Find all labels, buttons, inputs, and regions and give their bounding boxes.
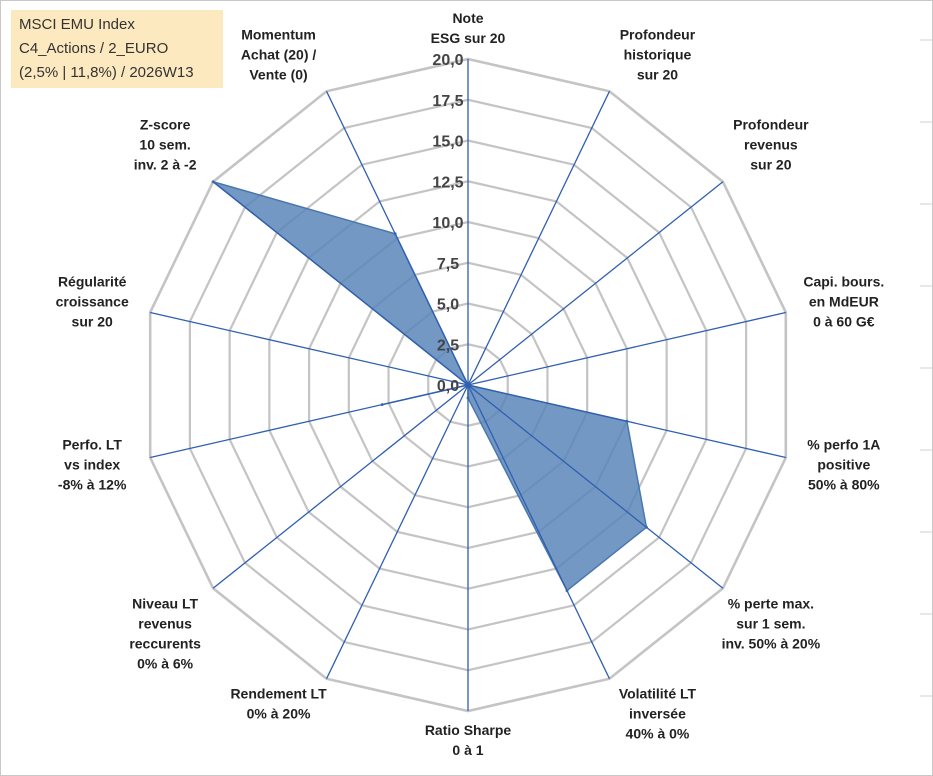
series-area (212, 181, 648, 592)
axis-spoke (325, 384, 469, 679)
axis-spoke (467, 91, 611, 386)
tick-label: 12,5 (432, 174, 463, 191)
axis-label-line: 0 à 60 G€ (813, 313, 875, 329)
axis-label-line: Achat (20) / (241, 46, 317, 62)
axis-label-line: -8% à 12% (58, 477, 127, 493)
axis-label: Perfo. LT vs index -8% à 12% (58, 437, 127, 493)
radar-tick-labels: 0,0 2,5 5,0 7,5 10,0 12,5 15,0 17,5 20,0 (432, 52, 463, 395)
axis-spoke (212, 181, 469, 386)
info-line-index: MSCI EMU Index (19, 16, 135, 33)
tick-label: 10,0 (432, 215, 463, 232)
radar-axis-labels: Note ESG sur 20 Profondeur historique sur 20… (56, 10, 885, 758)
axis-label-line: revenus (744, 137, 798, 153)
axis-label: Profondeur revenus sur 20 (733, 117, 809, 173)
axis-label-line: Note (452, 10, 483, 26)
axis-label-line: croissance (56, 293, 129, 309)
axis-label-line: Ratio Sharpe (425, 722, 512, 738)
axis-label-line: inversée (629, 706, 686, 722)
axis-spoke (467, 181, 724, 386)
axis-label-line: Perfo. LT (62, 437, 122, 453)
axis-spoke (325, 91, 469, 386)
axis-label-line: Momentum (241, 26, 316, 42)
axis-label: Régularité croissance sur 20 (56, 273, 129, 329)
axis-label: Z-score 10 sem. inv. 2 à -2 (134, 117, 197, 173)
axis-label: Niveau LT revenus reccurents 0% à 6% (129, 595, 201, 671)
chart-info-box: MSCI EMU Index C4_Actions / 2_EURO (2,5%… (11, 10, 223, 88)
axis-label-line: sur 1 sem. (736, 615, 805, 631)
axis-label-line: % perfo 1A (807, 437, 880, 453)
axis-label-line: historique (624, 46, 692, 62)
axis-spoke (467, 384, 724, 589)
tick-label: 2,5 (437, 337, 459, 354)
axis-label-line: inv. 50% à 20% (722, 635, 821, 651)
axis-label: Ratio Sharpe 0 à 1 (425, 722, 512, 758)
axis-label: Profondeur historique sur 20 (620, 26, 696, 82)
axis-label-line: revenus (138, 615, 192, 631)
axis-label-line: % perte max. (728, 595, 814, 611)
axis-label-line: 10 sem. (139, 137, 190, 153)
axis-spoke (467, 384, 786, 459)
axis-label: Volatilité LT inversée 40% à 0% (619, 686, 697, 742)
axis-label-line: en MdEUR (809, 293, 879, 309)
tick-label: 5,0 (437, 297, 459, 314)
axis-label: % perte max. sur 1 sem. inv. 50% à 20% (722, 595, 821, 651)
tick-label: 17,5 (432, 93, 463, 110)
axis-label-line: Profondeur (620, 26, 696, 42)
axis-label-line: inv. 2 à -2 (134, 157, 197, 173)
axis-spoke (150, 384, 469, 459)
axis-label: Capi. bours. en MdEUR 0 à 60 G€ (803, 273, 884, 329)
axis-label-line: 0% à 6% (137, 655, 194, 671)
axis-spoke (467, 311, 786, 386)
axis-spoke (467, 384, 611, 679)
axis-spoke (212, 384, 469, 589)
axis-label-line: Profondeur (733, 117, 809, 133)
axis-label-line: 50% à 80% (808, 477, 880, 493)
axis-label-line: ESG sur 20 (431, 30, 506, 46)
axis-label-line: Capi. bours. (803, 273, 884, 289)
axis-label-line: 0% à 20% (247, 706, 311, 722)
axis-spoke (150, 311, 469, 386)
info-line-params: (2,5% | 11,8%) / 2026W13 (19, 64, 194, 81)
axis-label-line: Régularité (58, 273, 127, 289)
radar-spokes (150, 59, 786, 711)
axis-label-line: sur 20 (72, 313, 113, 329)
info-line-category: C4_Actions / 2_EURO (19, 40, 169, 57)
axis-label: Rendement LT 0% à 20% (230, 686, 327, 722)
tick-label: 7,5 (437, 256, 459, 273)
axis-label: % perfo 1A positive 50% à 80% (807, 437, 880, 493)
axis-label-line: reccurents (129, 635, 201, 651)
radar-area-layer (211, 180, 648, 593)
axis-label-line: vs index (64, 457, 120, 473)
tick-label: 0,0 (437, 378, 459, 395)
tick-label: 15,0 (432, 134, 463, 151)
axis-label-line: Volatilité LT (619, 686, 697, 702)
axis-label-line: positive (817, 457, 870, 473)
axis-label-line: Niveau LT (132, 595, 198, 611)
axis-label: Momentum Achat (20) / Vente (0) (241, 26, 317, 82)
axis-label-line: Vente (0) (249, 66, 307, 82)
axis-label-line: 0 à 1 (452, 742, 483, 758)
axis-label-line: sur 20 (637, 66, 678, 82)
axis-label-line: Z-score (140, 117, 191, 133)
axis-label: Note ESG sur 20 (431, 10, 506, 46)
tick-label: 20,0 (432, 52, 463, 69)
axis-label-line: Rendement LT (230, 686, 327, 702)
right-edge-gridline-stripe (920, 39, 933, 697)
axis-label-line: sur 20 (750, 157, 791, 173)
axis-label-line: 40% à 0% (626, 726, 690, 742)
